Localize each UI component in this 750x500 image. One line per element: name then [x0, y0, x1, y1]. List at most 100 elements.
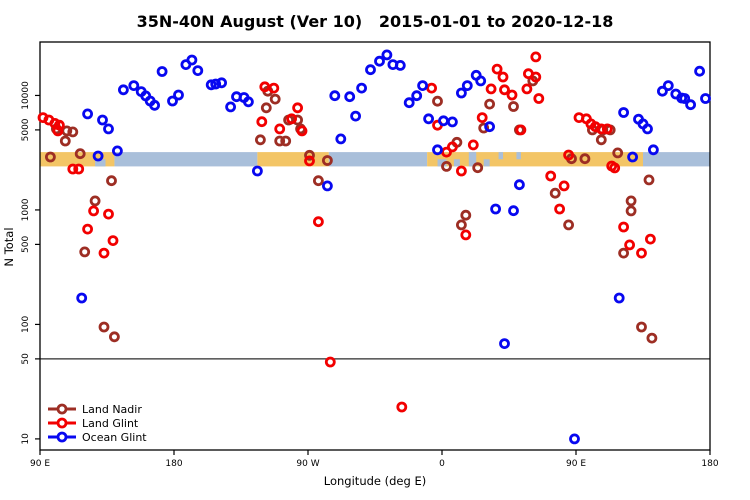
- scatter-point-land_nadir: [98, 321, 110, 333]
- band-speckle: [95, 159, 106, 167]
- scatter-point-ocean_glint: [679, 93, 691, 104]
- scatter-point-land_nadir: [321, 155, 333, 166]
- legend-marker: [56, 431, 68, 443]
- scatter-point-land_nadir: [646, 332, 658, 344]
- scatter-point-land_nadir: [67, 126, 79, 138]
- scatter-point-land_glint: [595, 123, 607, 135]
- scatter-point-land_glint: [609, 162, 621, 174]
- scatter-point-land_glint: [545, 170, 557, 182]
- scatter-point-land_glint: [476, 112, 488, 123]
- scatter-point-ocean_glint: [92, 150, 104, 162]
- scatter-point-land_nadir: [89, 195, 101, 207]
- scatter-point-ocean_glint: [475, 75, 487, 87]
- scatter-point-ocean_glint: [97, 114, 108, 126]
- scatter-point-land_glint: [52, 125, 64, 137]
- legend-marker: [56, 417, 68, 429]
- scatter-point-land_nadir: [106, 175, 117, 187]
- legend-marker: [56, 403, 68, 415]
- x-tick-label: 90 E: [566, 459, 586, 469]
- scatter-point-land_nadir: [508, 101, 519, 112]
- scatter-point-ocean_glint: [329, 90, 341, 102]
- band-speckle: [468, 152, 477, 167]
- scatter-point-land_nadir: [636, 321, 647, 333]
- scatter-point-ocean_glint: [455, 87, 467, 99]
- scatter-point-land_nadir: [432, 95, 443, 107]
- scatter-point-land_nadir: [625, 205, 637, 217]
- scatter-point-land_glint: [530, 51, 542, 63]
- scatter-point-land_glint: [455, 165, 467, 177]
- scatter-point-ocean_glint: [251, 165, 263, 177]
- scatter-point-ocean_glint: [205, 79, 217, 91]
- scatter-point-land_glint: [274, 123, 286, 135]
- scatter-point-land_nadir: [280, 135, 292, 147]
- scatter-point-ocean_glint: [128, 80, 140, 91]
- scatter-point-land_glint: [312, 216, 324, 228]
- scatter-point-ocean_glint: [118, 84, 129, 96]
- band-speckle: [453, 159, 460, 167]
- scatter-point-ocean_glint: [335, 133, 347, 145]
- scatter-point-land_glint: [396, 401, 408, 413]
- scatter-point-ocean_glint: [618, 107, 629, 118]
- scatter-point-ocean_glint: [356, 82, 368, 94]
- scatter-point-land_glint: [324, 356, 336, 368]
- legend-label: Land Glint: [82, 417, 139, 430]
- scatter-point-land_glint: [491, 63, 503, 75]
- scatter-point-ocean_glint: [76, 292, 88, 304]
- scatter-point-land_glint: [558, 180, 570, 192]
- scatter-point-land_nadir: [312, 175, 324, 187]
- scatter-point-land_glint: [292, 102, 304, 114]
- scatter-point-ocean_glint: [381, 49, 393, 61]
- scatter-point-land_glint: [618, 221, 629, 233]
- scatter-point-ocean_glint: [112, 145, 123, 157]
- scatter-point-ocean_glint: [484, 121, 496, 133]
- scatter-point-land_glint: [88, 205, 99, 217]
- plot-frame: [39, 41, 711, 451]
- scatter-point-land_glint: [530, 71, 542, 83]
- scatter-point-ocean_glint: [662, 80, 674, 91]
- scatter-point-land_nadir: [612, 147, 624, 159]
- scatter-point-land_nadir: [74, 148, 86, 160]
- scatter-point-land_nadir: [109, 331, 120, 343]
- scatter-point-land_nadir: [595, 134, 607, 146]
- scatter-point-ocean_glint: [173, 89, 184, 101]
- scatter-point-land_nadir: [563, 219, 574, 231]
- scatter-point-land_nadir: [484, 98, 496, 110]
- scatter-point-land_glint: [304, 155, 315, 167]
- scatter-point-land_glint: [460, 229, 472, 241]
- scatter-point-ocean_glint: [192, 65, 204, 76]
- scatter-point-land_glint: [268, 82, 280, 94]
- scatter-point-land_nadir: [579, 153, 591, 165]
- scatter-point-land_glint: [256, 116, 268, 128]
- scatter-point-ocean_glint: [508, 205, 519, 217]
- x-tick-label: 0: [439, 459, 445, 469]
- scatter-point-land_glint: [441, 146, 452, 158]
- scatter-point-land_nadir: [79, 246, 91, 258]
- band-segment-ocean: [643, 152, 710, 167]
- scatter-point-ocean_glint: [350, 110, 362, 122]
- scatter-point-ocean_glint: [225, 101, 237, 113]
- scatter-point-land_nadir: [625, 195, 637, 207]
- scatter-point-ocean_glint: [642, 123, 653, 135]
- scatter-point-land_glint: [624, 239, 635, 251]
- scatter-point-land_glint: [98, 247, 110, 259]
- scatter-point-land_glint: [82, 223, 93, 235]
- legend-label: Land Nadir: [82, 403, 142, 416]
- scatter-point-ocean_glint: [694, 65, 705, 77]
- scatter-point-land_nadir: [478, 122, 490, 134]
- scatter-point-ocean_glint: [394, 60, 406, 71]
- scatter-point-land_glint: [601, 123, 613, 135]
- scatter-point-land_nadir: [441, 160, 452, 172]
- band-speckle: [483, 159, 490, 167]
- scatter-point-land_glint: [426, 82, 438, 94]
- scatter-point-ocean_glint: [344, 91, 356, 103]
- scatter-point-land_nadir: [643, 174, 655, 186]
- scatter-point-land_glint: [54, 119, 65, 131]
- scatter-point-land_glint: [296, 125, 308, 137]
- scatter-point-land_glint: [533, 93, 545, 104]
- scatter-point-land_nadir: [269, 93, 281, 105]
- scatter-point-ocean_glint: [82, 108, 93, 120]
- scatter-point-ocean_glint: [685, 99, 696, 111]
- scatter-point-ocean_glint: [411, 90, 423, 102]
- band-speckle: [498, 152, 504, 160]
